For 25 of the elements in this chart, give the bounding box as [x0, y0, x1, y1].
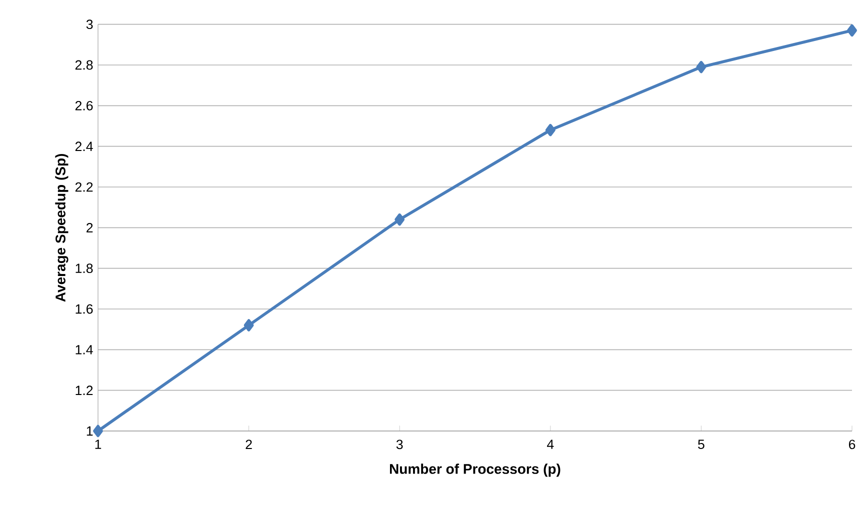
y-tick-label: 3: [86, 20, 93, 30]
x-tick-label: 1: [95, 440, 102, 449]
point: [696, 60, 706, 74]
x-tick-label: 5: [698, 440, 704, 450]
point: [545, 124, 556, 136]
point: [244, 319, 254, 332]
x-tick-label: 6: [848, 440, 856, 450]
point: [93, 424, 103, 438]
x-tick-label: 4: [547, 440, 554, 449]
y-tick-label: 1: [86, 426, 93, 436]
x-axis-title: Number of Processors (p): [390, 464, 560, 477]
y-tick-label: 1.8: [76, 264, 93, 274]
x-tick-label: 2: [246, 440, 252, 450]
x-tick-label: 3: [396, 440, 403, 450]
y-tick-label: 2.8: [75, 60, 93, 70]
y-tick-label: 2.4: [75, 142, 93, 151]
y-tick-label: 1.4: [76, 345, 93, 354]
y-tick-label: 2: [86, 223, 93, 232]
y-axis-title: Average Speedup (Sp): [55, 154, 68, 302]
y-tick-label: 2.2: [75, 182, 93, 192]
y-tick-label: 1.6: [76, 304, 93, 314]
y-tick-label: 2.6: [75, 100, 93, 110]
point: [847, 24, 857, 37]
point: [394, 213, 405, 226]
y-tick-label: 1.2: [76, 386, 93, 395]
